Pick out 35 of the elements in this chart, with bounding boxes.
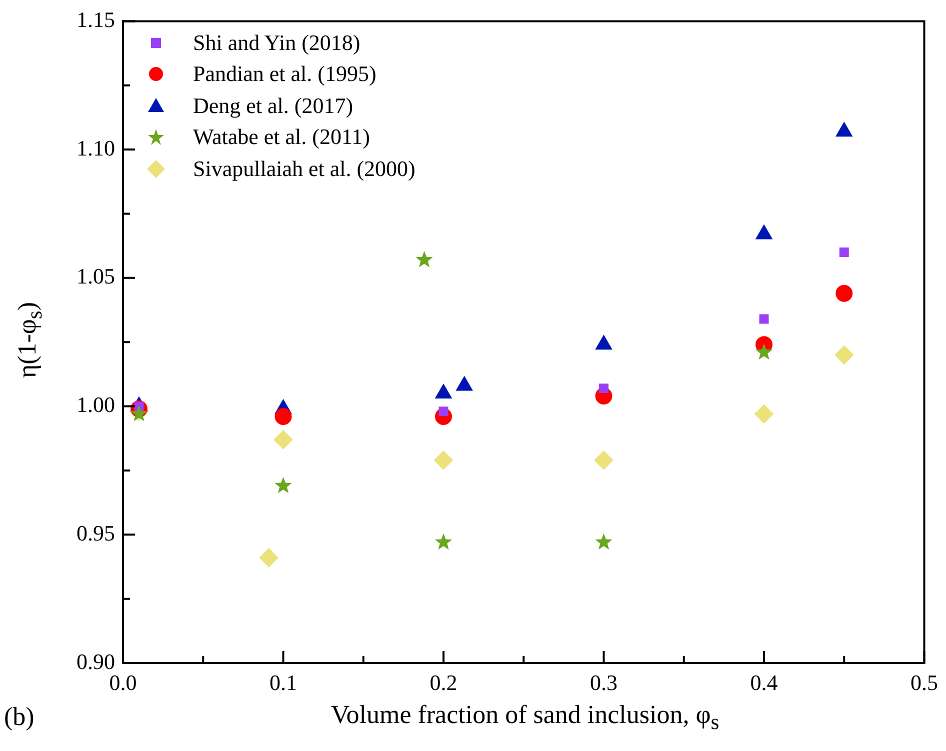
point [416, 250, 433, 268]
point [434, 450, 453, 470]
point [274, 476, 292, 494]
point [595, 533, 612, 550]
y-tick-label: 1.05 [76, 264, 115, 289]
x-tick-label: 0.2 [430, 670, 458, 695]
point [434, 533, 452, 550]
legend-label: Watabe et al. (2011) [193, 124, 370, 150]
point [130, 404, 148, 422]
legend-label: Sivapullaiah et al. (2000) [193, 156, 416, 182]
y-tick-label: 1.15 [76, 6, 115, 32]
text: (b) [4, 702, 34, 732]
point [836, 284, 853, 302]
point [274, 430, 293, 450]
y-tick-label: 0.95 [76, 520, 115, 546]
x-tick-label: 0.5 [910, 670, 938, 695]
point [438, 406, 448, 416]
point [259, 548, 278, 568]
point [274, 408, 292, 426]
point [839, 248, 849, 257]
point [754, 404, 774, 424]
point [599, 384, 608, 394]
legend-label: Shi and Yin (2018) [193, 30, 360, 56]
point [834, 345, 854, 364]
y-tick-label: 1.10 [76, 135, 115, 160]
x-tick-label: 0.1 [270, 670, 297, 695]
x-tick-label: 0.3 [590, 670, 618, 695]
x-axis-title: Volume fraction of sand inclusion, φ$_{s}$ [330, 700, 720, 736]
y-tick-label: 1.00 [76, 392, 115, 418]
point [594, 450, 614, 470]
point [759, 314, 769, 324]
legend-label: Pandian et al. (1995) [193, 61, 376, 88]
x-tick-label: 0.4 [750, 670, 778, 695]
point [755, 343, 773, 360]
legend-label: Deng et al. (2017) [193, 92, 354, 119]
